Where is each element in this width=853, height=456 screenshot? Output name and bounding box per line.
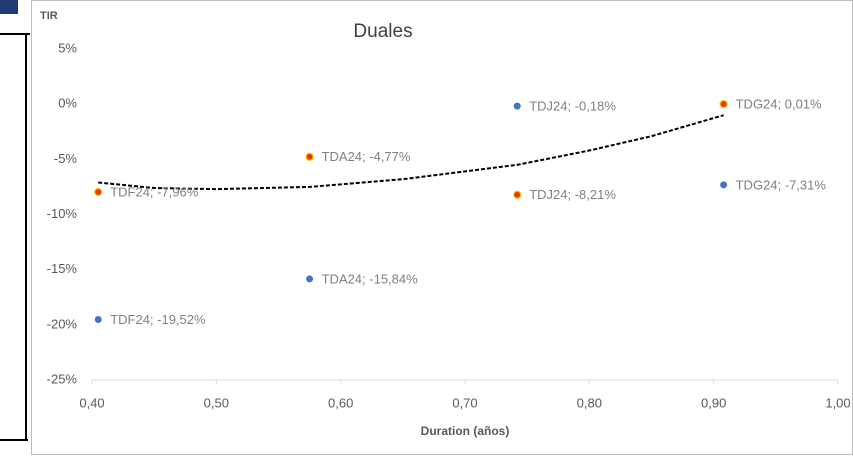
point <box>305 152 314 161</box>
x-tick-label: 0,80 <box>577 395 602 410</box>
y-tick-label: -20% <box>47 316 78 331</box>
side-header <box>0 0 18 14</box>
trendline <box>98 114 724 191</box>
y-tick-label: -25% <box>47 371 78 386</box>
y-tick-label: -10% <box>47 206 78 221</box>
x-tick-label: 0,90 <box>701 395 726 410</box>
data-label: TDF24; -19,52% <box>110 312 206 327</box>
x-tick-label: 0,40 <box>79 395 104 410</box>
point <box>513 102 521 110</box>
x-tick-label: 0,60 <box>328 395 353 410</box>
data-label: TDA24; -4,77% <box>322 149 411 164</box>
data-label: TDA24; -15,84% <box>322 271 419 286</box>
point <box>513 190 522 199</box>
data-label: TDJ24; -0,18% <box>529 99 616 114</box>
point <box>94 187 103 197</box>
data-label: TDG24; 0,01% <box>736 96 822 111</box>
y-tick-label: 5% <box>58 40 77 55</box>
y-tick-label: 0% <box>58 96 77 111</box>
x-tick-label: 0,50 <box>204 395 229 410</box>
point <box>719 99 728 109</box>
point <box>306 275 314 283</box>
y-tick-label: -15% <box>47 261 78 276</box>
y-axis-label: TIR <box>40 10 58 22</box>
y-tick-label: -5% <box>54 151 78 166</box>
point <box>720 181 728 189</box>
data-label: TDG24; -7,31% <box>736 177 827 192</box>
x-tick-label: 1,00 <box>825 395 850 410</box>
x-axis-label: Duration (años) <box>421 424 510 438</box>
x-tick-label: 0,70 <box>452 395 477 410</box>
data-label: TDJ24; -8,21% <box>529 187 616 202</box>
chart-title: Duales <box>353 21 412 42</box>
data-label: TDF24; -7,96% <box>110 184 199 199</box>
point <box>94 316 102 324</box>
